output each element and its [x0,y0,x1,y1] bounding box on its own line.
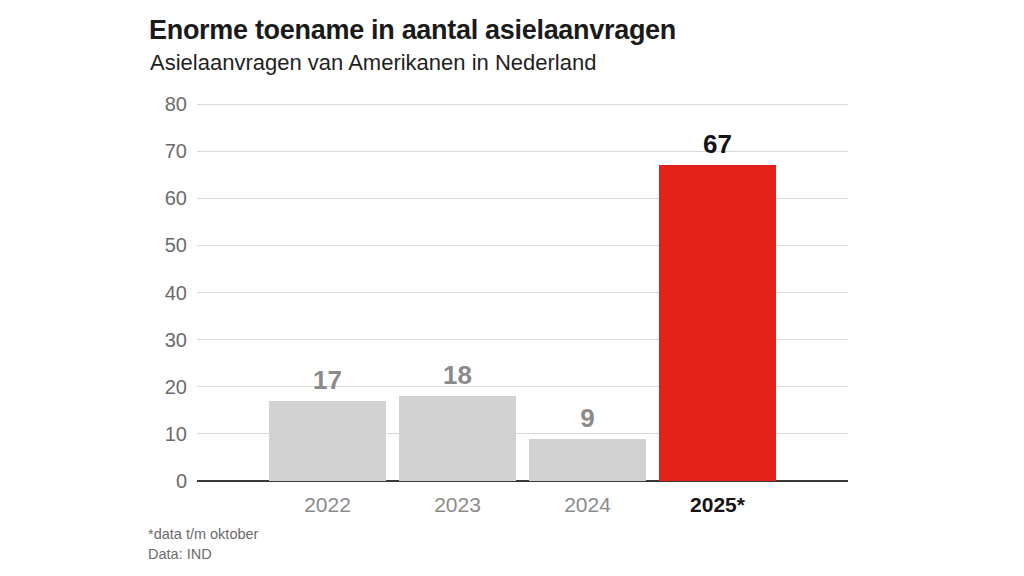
plot-area: 0102030405060708017202218202392024672025… [197,104,848,481]
gridline-y80 [197,104,848,105]
value-label-2025: 67 [659,131,776,157]
x-tick-label-2023: 2023 [399,494,516,515]
chart-title: Enorme toename in aantal asielaanvragen [149,14,676,47]
bar-2023 [399,396,516,481]
footnote: *data t/m oktober [148,524,258,544]
y-tick-label-50: 50 [135,235,187,255]
bar-2024 [529,439,646,481]
bar-2025 [659,165,776,481]
value-label-2022: 17 [269,367,386,393]
y-tick-label-60: 60 [135,188,187,208]
data-source: Data: IND [148,544,212,564]
y-tick-label-20: 20 [135,377,187,397]
chart-canvas: Enorme toename in aantal asielaanvragen … [0,0,1024,576]
y-tick-label-40: 40 [135,283,187,303]
chart-subtitle: Asielaanvragen van Amerikanen in Nederla… [150,49,596,76]
y-tick-label-70: 70 [135,141,187,161]
y-tick-label-80: 80 [135,94,187,114]
value-label-2024: 9 [529,405,646,431]
bar-2022 [269,401,386,481]
x-tick-label-2022: 2022 [269,494,386,515]
value-label-2023: 18 [399,362,516,388]
y-tick-label-30: 30 [135,330,187,350]
y-tick-label-0: 0 [135,471,187,491]
x-tick-label-2024: 2024 [529,494,646,515]
x-tick-label-2025: 2025* [659,494,776,515]
y-tick-label-10: 10 [135,424,187,444]
